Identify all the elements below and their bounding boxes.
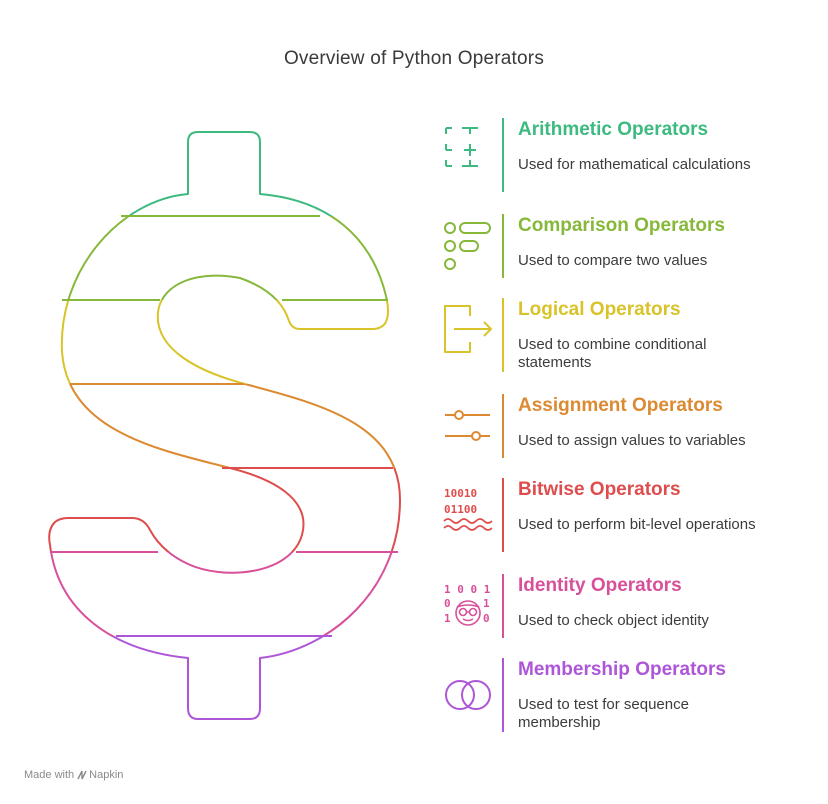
item-description: Used for mathematical calculations (518, 156, 751, 173)
identity-binary-top: 1 0 0 1 (444, 583, 491, 596)
bitwise-binary-row-1: 10010 (444, 487, 477, 500)
operator-item-membership: Membership Operators Used to test for se… (440, 658, 820, 738)
identity-binary-right-2: 0 (483, 612, 490, 625)
page-title: Overview of Python Operators (283, 48, 545, 69)
item-title: Comparison Operators (518, 215, 725, 236)
item-description: Used to compare two values (518, 252, 708, 269)
item-divider-bar (502, 394, 504, 458)
item-divider-bar (502, 574, 504, 638)
item-divider-bar (502, 118, 504, 192)
dollar-band-logical (48, 300, 401, 384)
item-divider-bar (502, 658, 504, 732)
operator-item-identity: 1 0 0 1 0 1 1 0 Identity Operators Used … (440, 574, 820, 654)
dollar-band-arithmetic (48, 131, 401, 216)
binary-waves-icon: 10010 01100 (443, 487, 493, 531)
operator-item-logical: Logical Operators Used to combine condit… (440, 298, 820, 378)
dollar-band-identity (48, 552, 401, 636)
napkin-credit[interactable]: Made with Napkin (24, 769, 123, 781)
operator-item-assignment: Assignment Operators Used to assign valu… (440, 394, 820, 474)
identity-binary-right-1: 1 (483, 597, 490, 610)
item-title: Assignment Operators (518, 395, 723, 416)
item-description: Used to assign values to variables (518, 432, 746, 449)
dollar-band-comparison (48, 216, 401, 300)
band-divider-lines (50, 215, 398, 637)
item-title: Arithmetic Operators (518, 119, 709, 140)
item-divider-bar (502, 478, 504, 552)
dollar-band-assignment (48, 384, 401, 468)
arithmetic-grid-icon (445, 127, 478, 167)
binary-face-icon: 1 0 0 1 0 1 1 0 (444, 583, 491, 626)
napkin-brand: Napkin (89, 769, 124, 781)
item-description: Used to combine conditional statements (518, 336, 707, 371)
operator-item-comparison: Comparison Operators Used to compare two… (440, 214, 820, 294)
item-divider-bar (502, 298, 504, 372)
napkin-logo-icon (77, 770, 87, 780)
item-title: Bitwise Operators (518, 479, 681, 500)
operator-item-bitwise: 10010 01100 Bitwise Operators Used to pe… (440, 478, 820, 558)
item-description: Used to check object identity (518, 612, 709, 629)
item-description: Used to test for sequence membership (518, 696, 689, 731)
item-title: Identity Operators (518, 575, 682, 596)
item-title: Logical Operators (518, 299, 681, 320)
dollar-band-bitwise (48, 468, 401, 552)
overlap-circles-icon (445, 680, 491, 710)
item-description: Used to perform bit-level operations (518, 516, 756, 533)
identity-binary-left-1: 0 (444, 597, 451, 610)
made-with-label: Made with (24, 769, 75, 781)
bitwise-binary-row-2: 01100 (444, 503, 477, 516)
operator-item-arithmetic: Arithmetic Operators Used for mathematic… (440, 118, 820, 198)
item-title: Membership Operators (518, 659, 726, 680)
dollar-band-membership (48, 636, 401, 720)
toggle-list-icon (444, 222, 491, 270)
slider-icon (445, 410, 490, 441)
identity-binary-left-2: 1 (444, 612, 451, 625)
item-divider-bar (502, 214, 504, 278)
arrow-exit-icon (444, 305, 492, 353)
